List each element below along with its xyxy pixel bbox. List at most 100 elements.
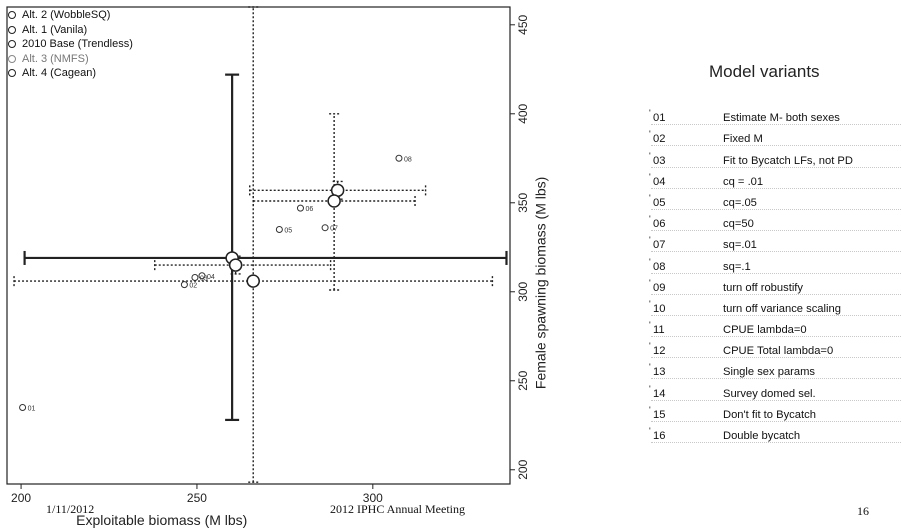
panel-title: Model variants: [709, 62, 820, 81]
variant-point-label: 06: [305, 206, 313, 213]
variant-point: [19, 403, 27, 411]
legend-label: 2010 Base (Trendless): [22, 38, 133, 50]
variant-description: sq=.01: [723, 239, 757, 252]
plot-frame: [6, 6, 511, 485]
variant-point-label: 01: [28, 405, 36, 412]
legend-marker: [8, 25, 16, 34]
x-tick-label: 300: [363, 491, 383, 505]
variant-number: 15: [651, 409, 723, 421]
variant-description: turn off variance scaling: [723, 302, 841, 315]
series-point-2: [327, 194, 341, 208]
variant-point: [395, 154, 403, 162]
series-point-4: [228, 258, 243, 272]
variant-description: Don't fit to Bycatch: [723, 408, 816, 421]
variant-number: 12: [651, 345, 723, 357]
variant-point-label: 03: [200, 276, 208, 283]
variant-description: Estimate M- both sexes: [723, 112, 840, 125]
legend-item-base: 2010 Base (Trendless): [8, 37, 133, 52]
variant-number: 05: [651, 197, 723, 209]
variant-description: cq=.05: [723, 196, 757, 209]
legend-label: Alt. 3 (NMFS): [22, 52, 89, 65]
variant-point-label: 08: [404, 156, 412, 163]
x-axis-label: Exploitable biomass (M lbs): [76, 512, 247, 528]
legend-item-alt4: Alt. 4 (Cagean): [8, 66, 133, 81]
variant-number: 07: [651, 239, 723, 251]
variant-number: 10: [651, 303, 723, 315]
series-point-5: [246, 274, 260, 288]
legend-marker: [8, 40, 16, 49]
chart-legend: Alt. 2 (WobbleSQ) Alt. 1 (Vanila) 2010 B…: [8, 8, 133, 81]
x-tick-label: 250: [187, 491, 207, 505]
legend-marker: [8, 69, 16, 78]
variant-description: cq = .01: [723, 175, 764, 188]
variant-description: sq=.1: [723, 260, 751, 273]
variant-number: 03: [651, 155, 723, 167]
variant-description: Survey domed sel.: [723, 387, 816, 400]
y-axis-label: Female spawning biomass (M lbs): [533, 177, 549, 389]
variant-point: [275, 225, 283, 233]
y-tick-label: 350: [516, 192, 530, 212]
page-number: 16: [857, 504, 869, 518]
variant-description: cq=50: [723, 218, 754, 231]
legend-label: Alt. 2 (WobbleSQ): [22, 9, 111, 21]
variant-point: [198, 272, 206, 280]
variant-description: CPUE lambda=0: [723, 324, 807, 337]
variant-number: 13: [651, 366, 723, 378]
y-tick-label: 400: [516, 103, 530, 123]
legend-marker: [8, 11, 16, 20]
variant-description: Fit to Bycatch LFs, not PD: [723, 154, 853, 167]
variant-description: CPUE Total lambda=0: [723, 345, 834, 358]
variant-description: turn off robustify: [723, 281, 804, 294]
legend-marker: [8, 54, 16, 63]
variant-number: 14: [651, 388, 723, 400]
y-tick-label: 250: [516, 370, 530, 390]
legend-label: Alt. 1 (Vanila): [22, 23, 88, 36]
variant-point-label: 05: [284, 227, 292, 234]
variant-number: 02: [651, 133, 723, 145]
variant-point: [191, 274, 199, 282]
variant-point-label: 07: [330, 226, 338, 233]
variant-number: 01: [651, 112, 723, 124]
y-tick-label: 450: [516, 14, 530, 34]
variant-description: Fixed M: [723, 133, 763, 146]
footer-date: 1/11/2012: [46, 502, 95, 516]
variant-number: 16: [651, 430, 723, 442]
footer-meeting: 2012 IPHC Annual Meeting: [330, 502, 465, 516]
variant-number: 08: [651, 261, 723, 273]
variant-point: [296, 204, 304, 212]
legend-item-alt2: Alt. 2 (WobbleSQ): [8, 8, 133, 23]
y-tick-label: 200: [516, 459, 530, 479]
variant-number: 11: [651, 324, 723, 336]
variant-point: [180, 281, 188, 289]
legend-item-alt1: Alt. 1 (Vanila): [8, 23, 133, 38]
variant-point-label: 02: [189, 283, 197, 290]
variant-number: 09: [651, 282, 723, 294]
legend-item-alt3: Alt. 3 (NMFS): [8, 52, 133, 67]
variant-number: 06: [651, 218, 723, 230]
x-tick-label: 200: [11, 491, 31, 505]
y-tick-label: 300: [516, 281, 530, 301]
legend-label: Alt. 4 (Cagean): [22, 67, 96, 79]
variant-point-label: 04: [207, 274, 215, 281]
variant-description: Double bycatch: [723, 430, 801, 442]
variant-point: [321, 224, 329, 232]
variant-number: 04: [651, 176, 723, 188]
